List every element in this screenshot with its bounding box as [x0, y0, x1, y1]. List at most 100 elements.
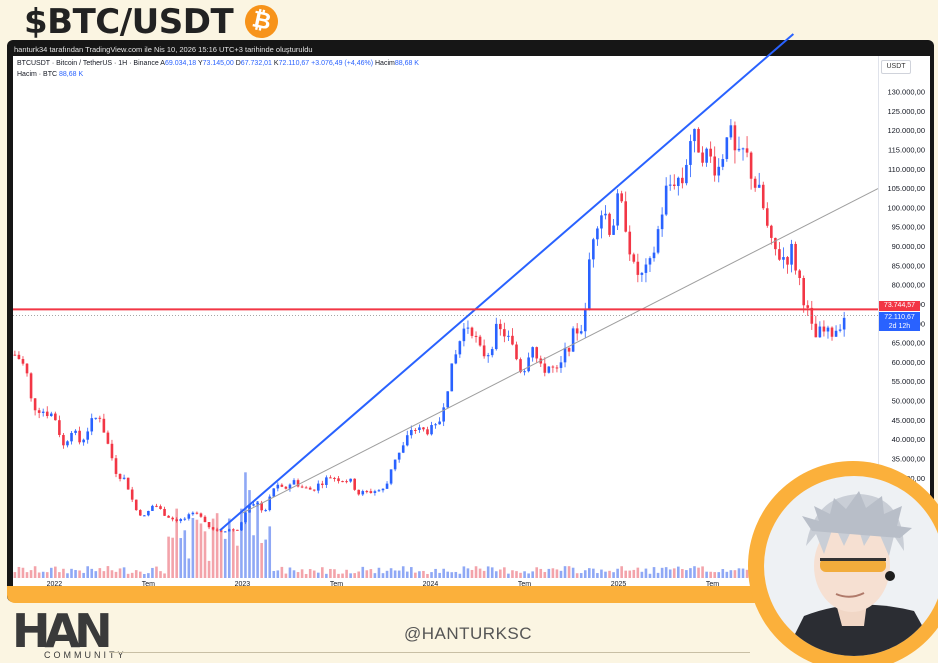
- candle-body: [264, 510, 267, 512]
- candle-body: [49, 413, 53, 417]
- volume-bar: [244, 472, 247, 578]
- volume-label: Hacim: [375, 60, 395, 67]
- volume-bar: [292, 570, 296, 578]
- volume-bar: [219, 528, 223, 578]
- volume-bar: [555, 569, 559, 578]
- candle-body: [458, 341, 462, 355]
- candle-body: [656, 229, 660, 253]
- candle-body: [151, 505, 154, 511]
- volume-bar: [628, 570, 632, 578]
- volume-bar: [17, 566, 21, 578]
- y-tick-label: 80.000,00: [892, 281, 925, 290]
- volume-bar: [70, 568, 73, 578]
- volume-bar: [478, 568, 482, 578]
- volume-bar: [288, 567, 292, 578]
- volume-bar: [737, 568, 741, 578]
- candle-body: [244, 512, 247, 523]
- candle-body: [729, 125, 733, 138]
- volume-bar: [539, 568, 543, 578]
- volume-bar: [21, 567, 25, 578]
- volume-bar: [620, 566, 623, 578]
- candle-body: [90, 418, 94, 432]
- volume-bar: [462, 566, 466, 578]
- candle-body: [187, 514, 191, 519]
- volume-bar: [304, 573, 308, 578]
- candle-body: [353, 478, 356, 490]
- volume-bar: [725, 571, 729, 578]
- volume-bar: [151, 567, 154, 578]
- volume-bar: [640, 571, 644, 578]
- candle-body: [25, 363, 29, 374]
- candle-body: [624, 201, 628, 232]
- candle-body: [163, 508, 166, 516]
- candle-body: [106, 432, 110, 444]
- volume-bar: [652, 567, 656, 578]
- volume-bar: [66, 573, 69, 578]
- candle-body: [450, 363, 454, 392]
- low-label: D: [235, 60, 241, 67]
- candle-body: [179, 519, 183, 522]
- x-tick-label: 2024: [423, 581, 439, 588]
- volume-bar: [592, 568, 595, 578]
- volume-bar: [252, 535, 255, 578]
- candle-body: [733, 125, 737, 151]
- candle-body: [753, 178, 757, 188]
- footer-divider: [110, 652, 750, 653]
- candle-body: [745, 148, 749, 153]
- candle-body: [632, 254, 636, 262]
- volume-bar: [74, 570, 77, 578]
- candle-body: [29, 373, 33, 399]
- volume-bar: [571, 567, 575, 578]
- x-tick-label: 2022: [47, 581, 63, 588]
- volume-bar: [268, 526, 272, 578]
- candle-body: [547, 366, 551, 373]
- candle-body: [191, 512, 195, 515]
- candle-body: [199, 513, 203, 517]
- candle-body: [211, 527, 215, 530]
- volume-value: 88,68 K: [394, 60, 419, 67]
- volume-bar: [681, 569, 684, 578]
- candle-body: [308, 487, 312, 490]
- level-price-label: 73.744,57: [879, 301, 920, 311]
- candle-body: [782, 257, 785, 260]
- y-tick-label: 105.000,00: [887, 184, 925, 193]
- x-tick-label: Tem: [706, 581, 719, 588]
- volume-bar: [143, 573, 146, 578]
- candle-body: [685, 164, 688, 184]
- candle-body: [33, 398, 37, 411]
- candle-body: [575, 328, 579, 334]
- low-value: 67.732,01: [240, 60, 272, 67]
- volume-bar: [110, 570, 114, 578]
- candle-body: [713, 156, 717, 176]
- tradingview-caption: hanturk34 tarafından TradingView.com ile…: [14, 45, 313, 54]
- candle-body: [454, 354, 458, 364]
- volume-bar: [422, 570, 425, 578]
- volume-bar: [717, 572, 721, 578]
- volume-series-value: 88,68 K: [59, 71, 84, 78]
- last-price-label: 72.110,67 2d 12h: [879, 312, 920, 331]
- volume-bar: [579, 573, 583, 578]
- volume-bar: [434, 568, 437, 578]
- candle-body: [183, 518, 187, 520]
- candle-body: [422, 427, 425, 430]
- volume-series-label: Hacim · BTC: [17, 71, 58, 78]
- volume-bar: [547, 568, 551, 578]
- volume-bar: [25, 572, 29, 578]
- currency-selector[interactable]: USDT: [881, 60, 911, 74]
- candle-body: [365, 491, 369, 493]
- candle-body: [159, 506, 162, 509]
- volume-bar: [559, 570, 563, 578]
- candle-body: [296, 480, 300, 487]
- volume-bar: [118, 568, 122, 578]
- volume-bar: [45, 572, 49, 578]
- community-logo-sub: COMMUNITY: [44, 650, 127, 660]
- volume-bar: [54, 566, 57, 578]
- candle-body: [316, 483, 320, 491]
- volume-bar: [596, 573, 599, 578]
- candle-body: [369, 491, 373, 493]
- candle-body: [636, 261, 640, 275]
- candle-body: [616, 193, 619, 226]
- candle-body: [786, 257, 789, 265]
- volume-bar: [195, 519, 199, 578]
- candle-body: [563, 347, 567, 363]
